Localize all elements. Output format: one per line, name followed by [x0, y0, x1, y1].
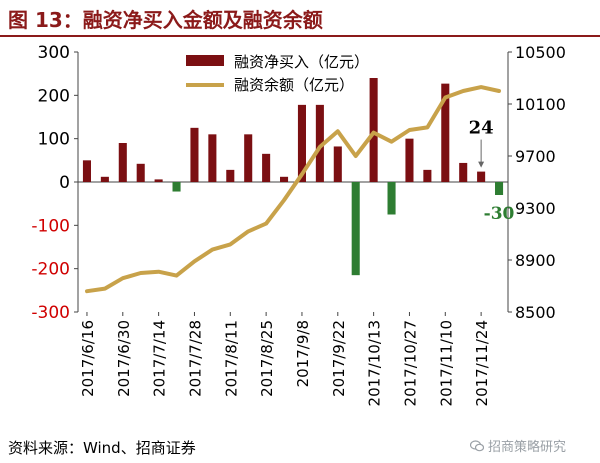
bar-net-buy [441, 83, 450, 182]
bar-net-buy [172, 182, 181, 192]
x-tick-label: 2017/6/16 [79, 320, 97, 397]
x-tick-label: 2017/11/24 [473, 320, 491, 406]
x-tick-label: 2017/7/28 [186, 320, 204, 397]
wechat-icon [470, 440, 484, 452]
annotation-arrowhead [478, 161, 485, 168]
bar-net-buy [387, 182, 396, 215]
x-tick-label: 2017/10/13 [366, 320, 384, 406]
chart: 300 200 100 0 -100 -200 -300 10500 10100 9700 9300… [31, 43, 566, 406]
bar-net-buy [226, 169, 235, 182]
right-tick-label: 10100 [515, 95, 566, 114]
bar-net-buy [459, 162, 468, 182]
bar-net-buy [333, 146, 342, 182]
title-underline [0, 35, 600, 37]
right-tick-label: 8500 [515, 303, 556, 322]
x-tick-label: 2017/8/11 [222, 320, 240, 397]
right-tick-label: 10500 [515, 43, 566, 62]
x-tick-label: 2017/9/8 [294, 320, 312, 387]
bar-net-buy [405, 138, 414, 182]
annotation-label: 24 [469, 118, 494, 139]
bar-net-buy [423, 169, 432, 182]
watermark-text: 招商策略研究 [488, 440, 567, 455]
x-tick-label: 2017/7/14 [151, 320, 169, 397]
chart-title: 图 13：融资净买入金额及融资余额 [8, 8, 323, 32]
right-tick-label: 9300 [515, 199, 556, 218]
source-note: 资料来源：Wind、招商证券 [8, 439, 196, 457]
bar-net-buy [297, 104, 306, 182]
x-tick-label: 2017/11/10 [437, 320, 455, 406]
bar-net-buy [190, 127, 199, 182]
left-tick-label: -200 [31, 260, 70, 280]
left-tick-label: 300 [38, 43, 70, 63]
legend-label-bar: 融资净买入（亿元） [234, 53, 369, 71]
watermark: 招商策略研究 [470, 436, 566, 455]
bar-net-buy [136, 163, 145, 182]
bar-net-buy [100, 176, 109, 182]
legend-label-line: 融资余额（亿元） [234, 76, 354, 94]
x-tick-label: 2017/9/22 [330, 320, 348, 397]
right-tick-label: 9700 [515, 147, 556, 166]
x-tick-label: 2017/6/30 [115, 320, 133, 397]
bar-net-buy [208, 134, 217, 182]
bar-net-buy [315, 104, 324, 182]
bar-net-buy [495, 182, 504, 195]
left-tick-label: 100 [38, 130, 70, 150]
bar-net-buy [244, 134, 253, 182]
bar-net-buy [369, 78, 378, 182]
bar-net-buy [154, 179, 163, 182]
annotation-label: -30 [484, 204, 515, 224]
bar-net-buy [280, 176, 289, 182]
legend-swatch-bar [186, 55, 224, 66]
line-margin-balance [85, 85, 501, 294]
right-tick-label: 8900 [515, 251, 556, 270]
bar-net-buy [118, 143, 127, 182]
x-tick-label: 2017/10/27 [401, 320, 419, 406]
left-tick-label: -300 [31, 303, 70, 323]
x-tick-label: 2017/8/25 [258, 320, 276, 397]
bar-net-buy [351, 182, 360, 276]
bar-net-buy [82, 160, 91, 182]
left-tick-label: 0 [59, 173, 70, 193]
left-tick-label: 200 [38, 86, 70, 106]
bar-net-buy [477, 171, 486, 182]
title-bar: 图 13：融资净买入金额及融资余额 [0, 0, 600, 37]
left-tick-label: -100 [31, 216, 70, 236]
bar-net-buy [262, 153, 271, 182]
